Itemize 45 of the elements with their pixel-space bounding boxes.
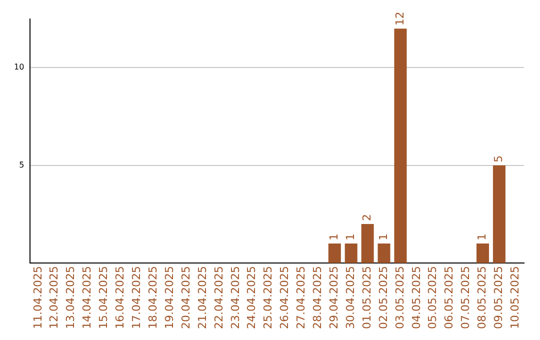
- x-tick-label: 24.04.2025: [245, 266, 258, 330]
- x-tick-label: 10.05.2025: [508, 266, 522, 330]
- bar: [344, 243, 358, 264]
- x-tick-label: 17.04.2025: [130, 266, 144, 330]
- x-tick-label: 08.05.2025: [476, 266, 489, 330]
- x-tick-label: 21.04.2025: [196, 266, 209, 330]
- x-tick-label: 27.04.2025: [294, 266, 308, 330]
- x-tick-label: 15.04.2025: [97, 266, 110, 330]
- x-tick-label: 30.04.2025: [344, 266, 357, 330]
- data-label: 1: [476, 233, 489, 240]
- data-label: 1: [327, 233, 340, 240]
- x-tick-label: 05.05.2025: [426, 266, 440, 330]
- x-tick-label: 14.04.2025: [80, 266, 94, 330]
- x-tick-label: 07.05.2025: [459, 266, 472, 330]
- x-tick-label: 23.04.2025: [228, 266, 242, 330]
- data-label: 12: [393, 12, 406, 26]
- x-tick-label: 22.04.2025: [212, 266, 226, 330]
- data-label: 1: [344, 233, 357, 240]
- bar: [361, 224, 374, 264]
- x-tick-label: 02.05.2025: [376, 266, 390, 330]
- x-tick-label: 12.04.2025: [48, 266, 61, 330]
- y-tick-label: 10: [14, 62, 24, 72]
- bar: [328, 243, 341, 264]
- x-tick-label: 18.04.2025: [146, 266, 160, 330]
- x-tick-label: 20.04.2025: [179, 266, 192, 330]
- x-tick-label: 13.04.2025: [64, 266, 78, 330]
- x-tick-label: 09.05.2025: [492, 266, 506, 330]
- bar: [476, 243, 490, 264]
- bar: [378, 243, 390, 264]
- x-tick-label: 25.04.2025: [262, 266, 275, 330]
- x-tick-label: 06.05.2025: [442, 266, 456, 330]
- data-label: 5: [492, 155, 506, 162]
- x-tick-label: 29.04.2025: [327, 266, 340, 330]
- x-tick-label: 28.04.2025: [311, 266, 324, 330]
- x-tick-label: 19.04.2025: [162, 266, 176, 330]
- x-tick-label: 01.05.2025: [360, 266, 374, 330]
- x-tick-label: 11.04.2025: [31, 266, 44, 330]
- x-tick-label: 04.05.2025: [410, 266, 423, 330]
- x-tick-label: 26.04.2025: [278, 266, 292, 330]
- x-tick-label: 03.05.2025: [393, 266, 406, 330]
- data-label: 2: [360, 214, 374, 221]
- bar: [492, 165, 506, 264]
- bar: [394, 28, 407, 264]
- x-tick-label: 16.04.2025: [114, 266, 127, 330]
- data-label: 1: [376, 233, 390, 240]
